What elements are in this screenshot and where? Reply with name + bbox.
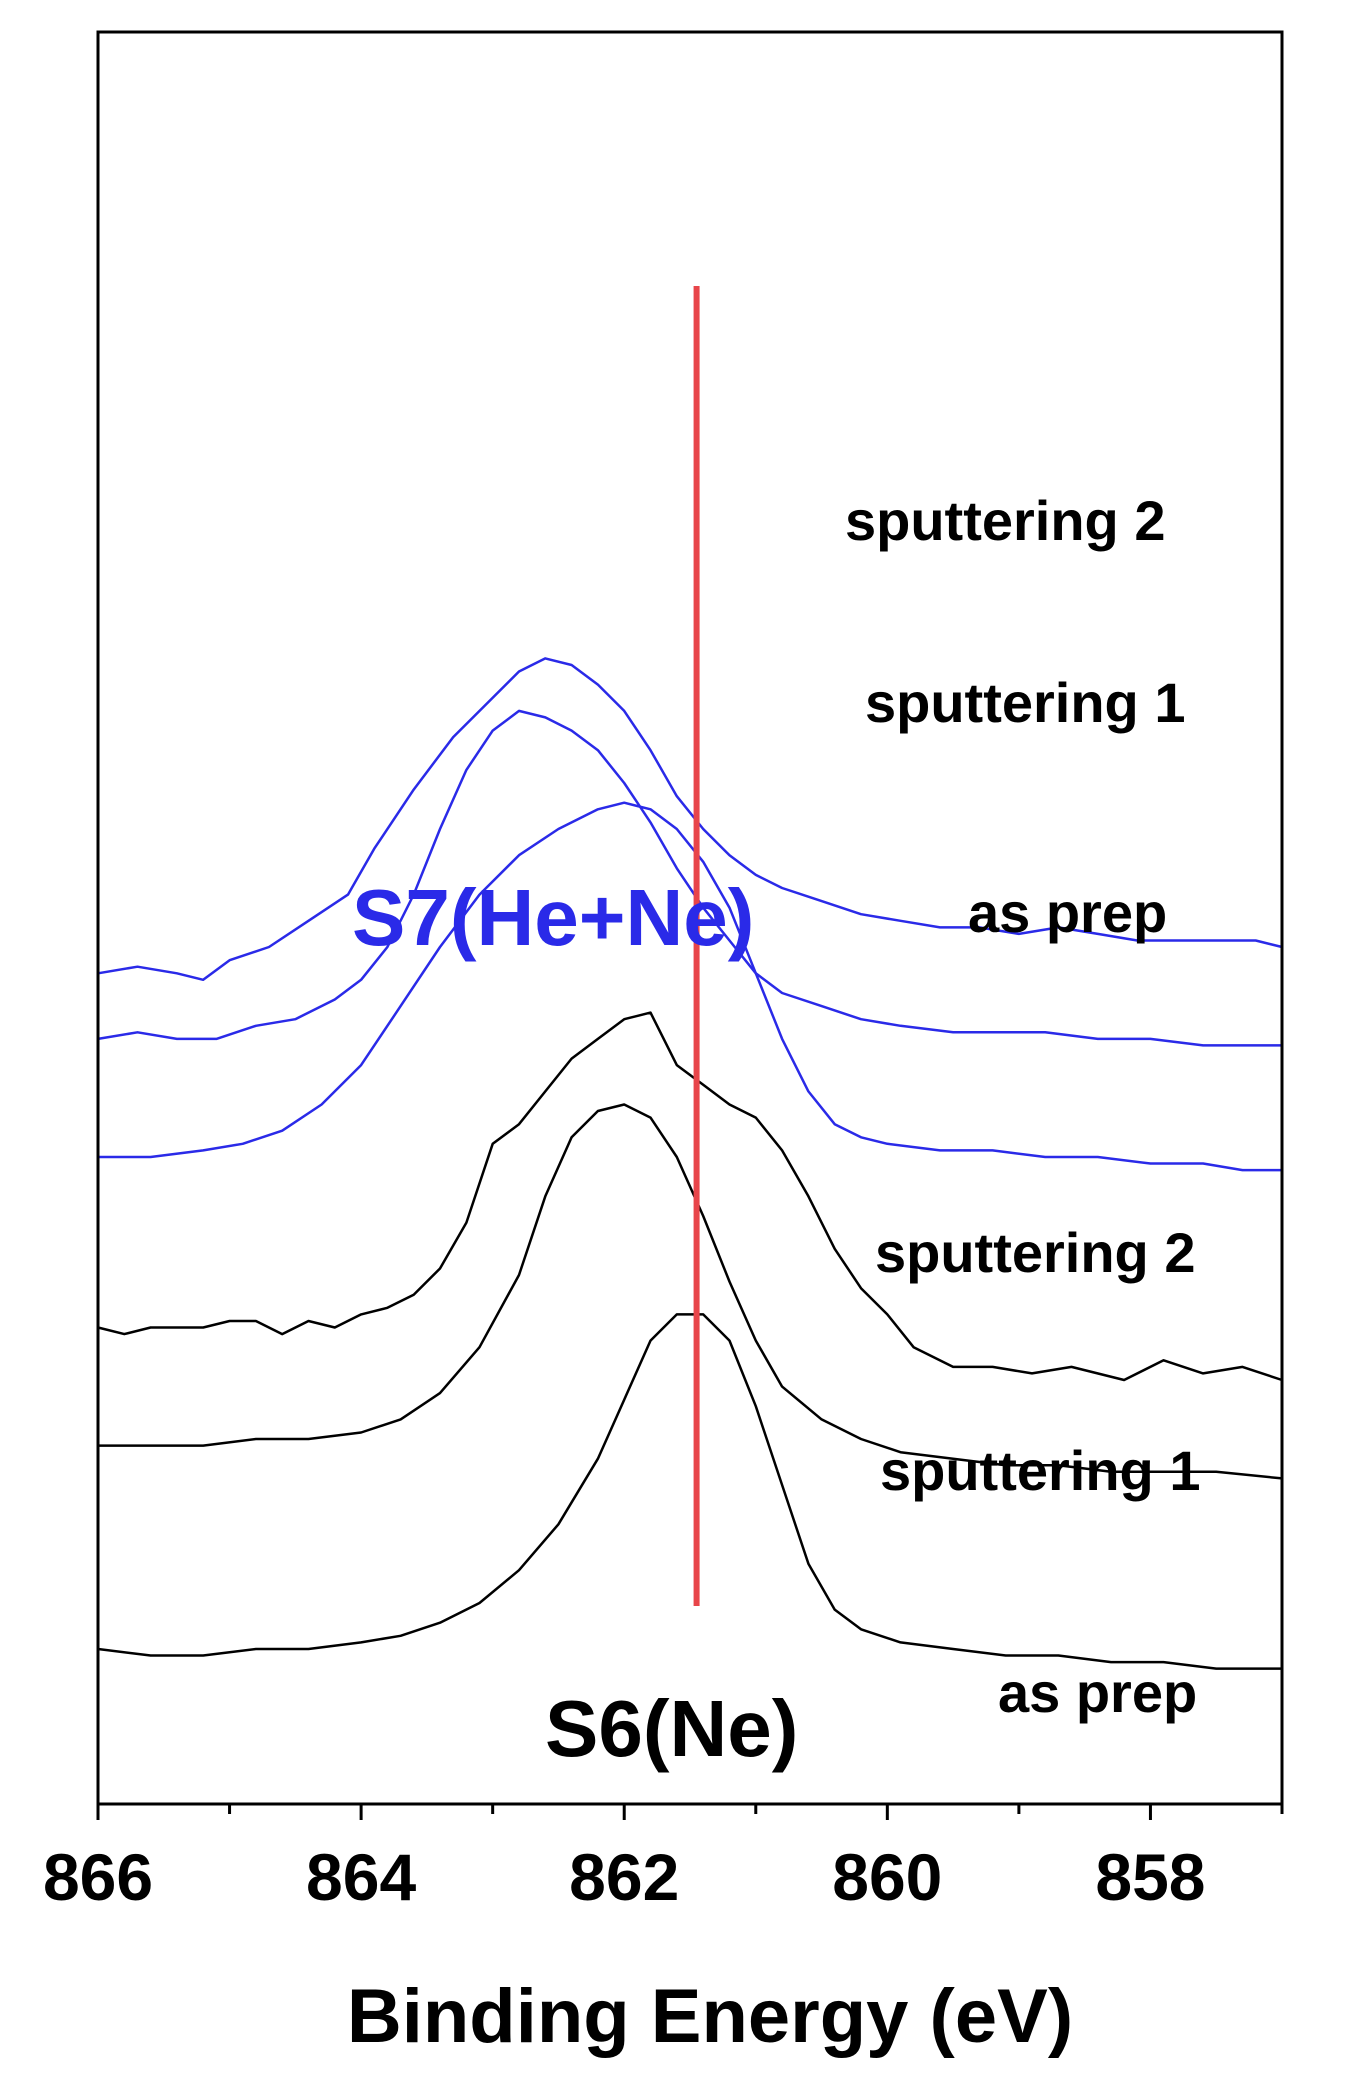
series-line-s7-sputtering-1: [97, 709, 1282, 1047]
series-line-s7-sputtering-2: [97, 657, 1283, 982]
x-tick-label: 866: [43, 1840, 153, 1914]
annotation-s7: S7(He+Ne): [352, 873, 754, 962]
x-tick-label: 864: [306, 1840, 416, 1914]
x-axis-tick-labels: 866 864 862 860 858: [43, 1840, 1206, 1914]
series-curves: [97, 657, 1283, 1670]
series-label-s6-sputtering-1: sputtering 1: [880, 1439, 1200, 1502]
plot-frame: [96, 30, 1284, 1806]
x-tick-label: 858: [1095, 1840, 1205, 1914]
series-label-s6-as-prep: as prep: [998, 1661, 1197, 1724]
x-axis-ticks: [96, 1804, 1284, 1820]
series-line-s7-as-prep: [98, 801, 1282, 1172]
x-tick-label: 860: [832, 1840, 942, 1914]
x-axis-title: Binding Energy (eV): [347, 1974, 1073, 2059]
series-label-s7-as-prep: as prep: [968, 881, 1167, 944]
series-label-s7-sputtering-2: sputtering 2: [845, 489, 1165, 552]
x-tick-label: 862: [569, 1840, 679, 1914]
series-line-s6-as-prep: [97, 1313, 1282, 1670]
series-line-s6-sputtering-1: [98, 1103, 1283, 1480]
annotation-s6: S6(Ne): [545, 1684, 798, 1773]
series-label-s6-sputtering-2: sputtering 2: [875, 1221, 1195, 1284]
series-label-s7-sputtering-1: sputtering 1: [865, 671, 1185, 734]
series-line-s6-sputtering-2: [97, 1011, 1283, 1382]
